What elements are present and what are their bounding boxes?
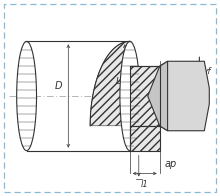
Text: vf: vf [202, 67, 211, 76]
Text: l1: l1 [141, 180, 149, 189]
Polygon shape [148, 61, 168, 131]
Ellipse shape [17, 41, 37, 151]
Bar [130, 126, 160, 151]
Bar [130, 66, 160, 126]
Text: D: D [55, 81, 62, 91]
Text: A: A [139, 82, 144, 91]
Polygon shape [90, 41, 130, 126]
Bar [130, 66, 160, 126]
Text: D1: D1 [127, 83, 139, 93]
Text: ap: ap [165, 160, 177, 170]
Text: L: L [116, 77, 121, 86]
Polygon shape [160, 61, 209, 131]
Bar [27, 41, 130, 151]
Ellipse shape [120, 41, 140, 151]
